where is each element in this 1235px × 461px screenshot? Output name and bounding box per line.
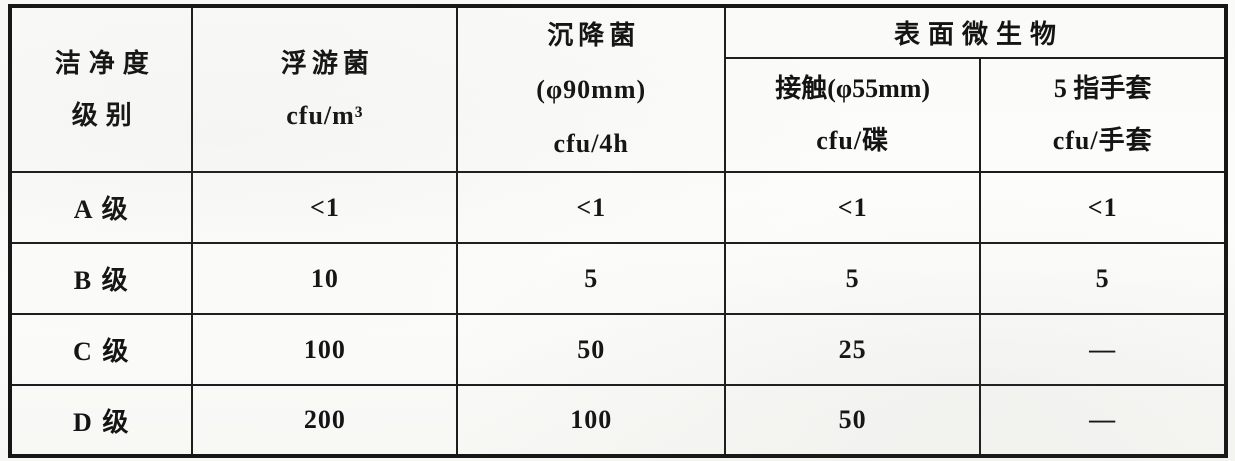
grade-label: B 级 <box>8 242 194 315</box>
airborne-value: 200 <box>191 384 459 457</box>
settle-value: 50 <box>456 313 726 386</box>
header-airborne-bacteria: 浮游菌 cfu/m³ <box>191 5 459 173</box>
settle-value: 5 <box>456 242 726 315</box>
header-cleanliness-level: 洁净度 级别 <box>8 5 194 173</box>
glove-value: <1 <box>979 171 1227 244</box>
header-five-finger-glove: 5 指手套 cfu/手套 <box>979 57 1227 173</box>
header-line: 浮游菌 <box>280 48 374 78</box>
airborne-value: 10 <box>191 242 459 315</box>
contact-value: 25 <box>723 313 982 386</box>
glove-value: — <box>979 313 1227 386</box>
header-settling-bacteria: 沉降菌 (φ90mm) cfu/4h <box>456 5 726 173</box>
table-row-grade-c: C 级 100 50 25 — <box>8 313 1227 386</box>
header-line: 5 指手套 <box>1053 74 1152 103</box>
airborne-value: 100 <box>191 313 459 386</box>
grade-label: A 级 <box>8 171 194 244</box>
table-row-grade-a: A 级 <1 <1 <1 <1 <box>8 171 1227 244</box>
header-surface-microbes-group: 表面微生物 <box>723 5 1228 59</box>
header-dish-size: (φ90mm) <box>536 74 647 104</box>
glove-value: — <box>979 384 1227 457</box>
header-line: 接触(φ55mm) <box>775 74 931 103</box>
settle-value: <1 <box>456 171 726 244</box>
header-line: 级别 <box>71 100 140 130</box>
grade-label: C 级 <box>8 313 194 386</box>
header-line: 洁净度 <box>54 48 157 78</box>
settle-value: 100 <box>456 384 726 457</box>
header-unit: cfu/手套 <box>1052 126 1153 155</box>
grade-label: D 级 <box>8 384 194 457</box>
header-unit: cfu/m³ <box>286 100 364 130</box>
contact-value: 5 <box>723 242 982 315</box>
airborne-value: <1 <box>191 171 459 244</box>
header-line: 沉降菌 <box>547 20 641 50</box>
table-row-grade-d: D 级 200 100 50 — <box>8 384 1227 457</box>
header-unit: cfu/4h <box>553 128 629 158</box>
glove-value: 5 <box>979 242 1227 315</box>
header-contact-plate: 接触(φ55mm) cfu/碟 <box>723 57 982 173</box>
table-row-grade-b: B 级 10 5 5 5 <box>8 242 1227 315</box>
contact-value: <1 <box>723 171 982 244</box>
header-unit: cfu/碟 <box>816 126 890 155</box>
cleanliness-microbial-limits-table: 洁净度 级别 浮游菌 cfu/m³ 沉降菌 (φ90mm) cfu/4h 表面微… <box>8 4 1228 458</box>
contact-value: 50 <box>723 384 982 457</box>
